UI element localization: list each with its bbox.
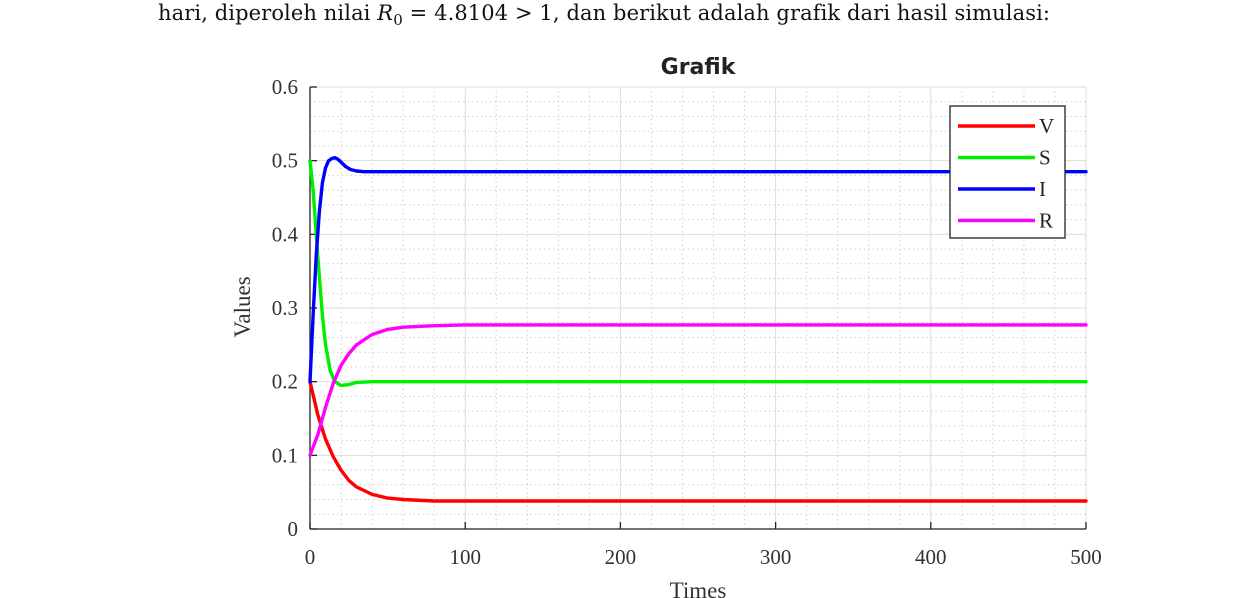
x-tick-label: 0 xyxy=(305,545,316,569)
r-symbol: R xyxy=(377,1,394,25)
x-axis-label: Times xyxy=(670,578,727,598)
y-tick-label: 0.2 xyxy=(272,370,298,394)
series-line-r xyxy=(308,323,1088,457)
legend-label-i: I xyxy=(1039,177,1046,201)
x-tick-label: 400 xyxy=(915,545,947,569)
legend-label-r: R xyxy=(1039,209,1053,233)
r-value: = 4.8104 > 1 xyxy=(402,1,553,25)
chart-title: Grafik xyxy=(661,55,737,80)
x-tick-label: 100 xyxy=(449,545,481,569)
series-line-i xyxy=(308,156,1088,384)
series-line-s xyxy=(308,159,1088,388)
paragraph-text: hari, diperoleh nilai R0 = 4.8104 > 1, d… xyxy=(158,1,1098,29)
legend-box xyxy=(949,105,1066,239)
legend-label-s: S xyxy=(1039,146,1051,170)
y-axis-label: Values xyxy=(230,276,255,337)
r-subscript: 0 xyxy=(393,11,403,30)
y-tick-label: 0.1 xyxy=(272,443,298,467)
series-layer xyxy=(308,156,1088,503)
paragraph-prefix: hari, diperoleh nilai xyxy=(158,1,378,25)
y-tick-label: 0.3 xyxy=(272,296,298,320)
y-tick-label: 0.4 xyxy=(272,222,299,246)
y-tick-label: 0.6 xyxy=(272,75,298,99)
y-tick-label: 0 xyxy=(288,517,299,541)
legend-label-v: V xyxy=(1039,114,1054,138)
paragraph-suffix: , dan berikut adalah grafik dari hasil s… xyxy=(552,1,1051,25)
tick-labels: 0 100 200 300 400 500 0 0.1 0.2 0.3 0.4 0.5 0.6 xyxy=(272,75,1102,569)
y-tick-label: 0.5 xyxy=(272,149,298,173)
x-tick-label: 200 xyxy=(605,545,637,569)
x-tick-label: 500 xyxy=(1070,545,1102,569)
series-line-v xyxy=(308,380,1088,503)
x-tick-label: 300 xyxy=(760,545,792,569)
